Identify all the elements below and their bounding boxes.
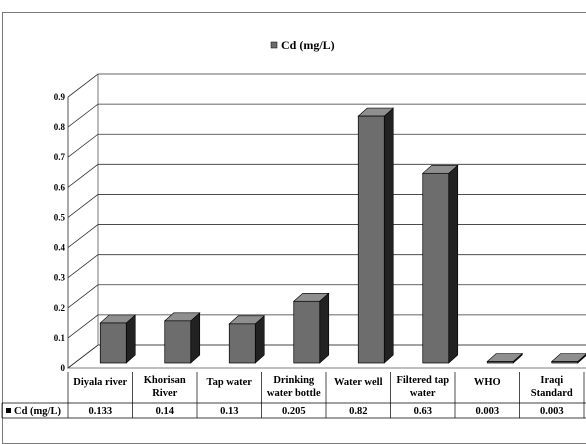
x-category-label: Diyala river	[73, 377, 127, 388]
y-tick-label: 0.2	[54, 303, 66, 313]
y-tick-label: 0.8	[54, 122, 66, 132]
gridline	[67, 224, 586, 248]
y-tick-label: 0	[61, 363, 66, 373]
x-category-label: Water well	[334, 377, 383, 388]
data-table-value: 0.003	[540, 406, 564, 417]
y-tick-label: 0.1	[54, 333, 66, 343]
bar[interactable]	[486, 361, 514, 364]
data-table-value: 0.82	[349, 406, 367, 417]
gridline	[67, 73, 586, 98]
bar[interactable]	[551, 361, 579, 364]
data-table-value: 0.14	[156, 406, 175, 417]
x-category-label: Standard	[531, 388, 573, 399]
x-category-label: water	[410, 388, 436, 399]
data-table-value: 0.133	[88, 406, 112, 417]
gridline	[67, 163, 586, 188]
x-category-label: Iraqi	[540, 375, 563, 386]
legend-key-swatch	[6, 408, 11, 413]
legend-label: Cd (mg/L)	[281, 38, 335, 52]
x-category-label: Filtered tap	[396, 375, 449, 386]
y-tick-label: 0.3	[54, 273, 66, 283]
y-tick-label: 0.6	[54, 182, 66, 192]
x-category-label: Tap water	[207, 377, 253, 388]
bar[interactable]	[357, 115, 385, 364]
legend-swatch	[270, 41, 278, 49]
bar[interactable]	[293, 300, 321, 364]
gridline	[67, 133, 586, 158]
data-table-value: 0.003	[475, 406, 499, 417]
y-tick-label: 0.9	[54, 92, 66, 102]
gridline	[67, 254, 586, 278]
data-table-series-label: Cd (mg/L)	[14, 406, 61, 417]
y-tick-label: 0.5	[54, 212, 66, 222]
x-category-label: River	[152, 388, 177, 399]
bar-side	[190, 312, 201, 364]
bar[interactable]	[422, 172, 450, 364]
bar-side	[383, 107, 394, 364]
chart-frame	[2, 12, 586, 444]
bar-chart: 0 0.1 0.2 0.3 0.4 0.5 0.6 0.7 0.8 0.9 Diyala river…	[1, 38, 586, 419]
bar[interactable]	[228, 323, 256, 364]
x-category-label: WHO	[474, 377, 501, 388]
y-tick-label: 0.4	[54, 243, 66, 253]
data-table-value: 0.13	[220, 406, 238, 417]
y-tick-label: 0.7	[54, 152, 66, 162]
x-category-label: water bottle	[267, 388, 321, 399]
data-table-value: 0.205	[282, 406, 306, 417]
x-category-label: Drinking	[273, 375, 315, 386]
bar[interactable]	[164, 320, 192, 364]
bar-side	[448, 164, 459, 364]
bar[interactable]	[99, 322, 127, 364]
gridline	[67, 103, 586, 128]
data-table-value: 0.63	[414, 406, 432, 417]
x-category-label: Khorisan	[144, 375, 186, 386]
gridline	[67, 194, 586, 218]
bar-side	[319, 292, 330, 364]
bar-side	[125, 314, 136, 364]
